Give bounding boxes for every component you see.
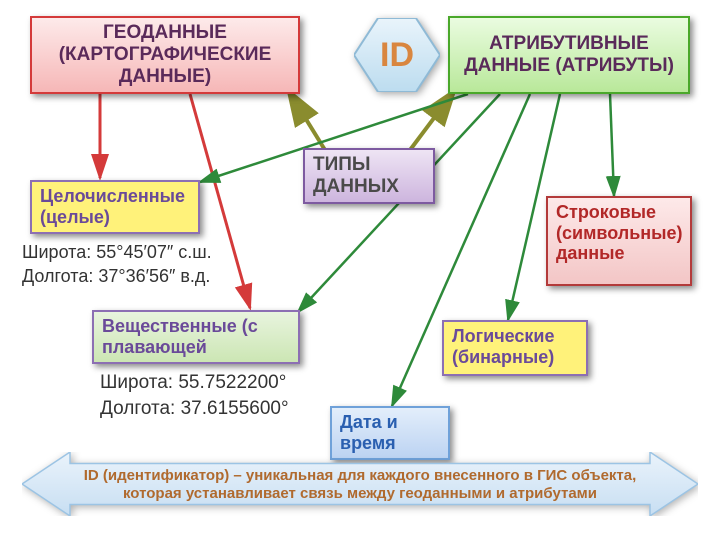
attributes-box: АТРИБУТИВНЫЕ ДАННЫЕ (АТРИБУТЫ) [448, 16, 690, 94]
boolean-type-box: Логические (бинарные) [442, 320, 588, 376]
integer-type-box: Целочисленные (целые) [30, 180, 200, 234]
attributes-label: АТРИБУТИВНЫЕ ДАННЫЕ (АТРИБУТЫ) [458, 33, 680, 77]
svg-text:ID: ID [380, 36, 414, 74]
float-type-box: Вещественные (с плавающей [92, 310, 300, 364]
types-to-attr [410, 90, 455, 150]
geodata-label: ГЕОДАННЫЕ (КАРТОГРАФИЧЕСКИЕ ДАННЫЕ) [40, 22, 290, 88]
attr-to-string [610, 94, 614, 196]
string-type-box: Строковые (символьные) данные [546, 196, 692, 286]
geodata-box: ГЕОДАННЫЕ (КАРТОГРАФИЧЕСКИЕ ДАННЫЕ) [30, 16, 300, 94]
id-connector: ID [354, 18, 440, 92]
coords-dms-text: Широта: 55°45′07″ с.ш.Долгота: 37°36′56″… [22, 240, 212, 289]
diagram-stage: ID ГЕОДАННЫЕ (КАРТОГРАФИЧЕСКИЕ ДАННЫЕ) А… [0, 0, 720, 540]
data-types-box: ТИПЫ ДАННЫХ [303, 148, 435, 204]
integer-type-label: Целочисленные (целые) [40, 186, 190, 227]
datetime-type-label: Дата и время [340, 412, 440, 453]
footer-definition-text: ID (идентификатор) – уникальная для кажд… [70, 467, 650, 505]
coords-decimal-text: Широта: 55.7522200°Долгота: 37.6155600° [100, 370, 289, 421]
string-type-label: Строковые (символьные) данные [556, 202, 683, 264]
boolean-type-label: Логические (бинарные) [452, 326, 578, 367]
types-to-geo [288, 90, 325, 150]
data-types-label: ТИПЫ ДАННЫХ [313, 154, 425, 198]
float-type-label: Вещественные (с плавающей [102, 316, 290, 357]
